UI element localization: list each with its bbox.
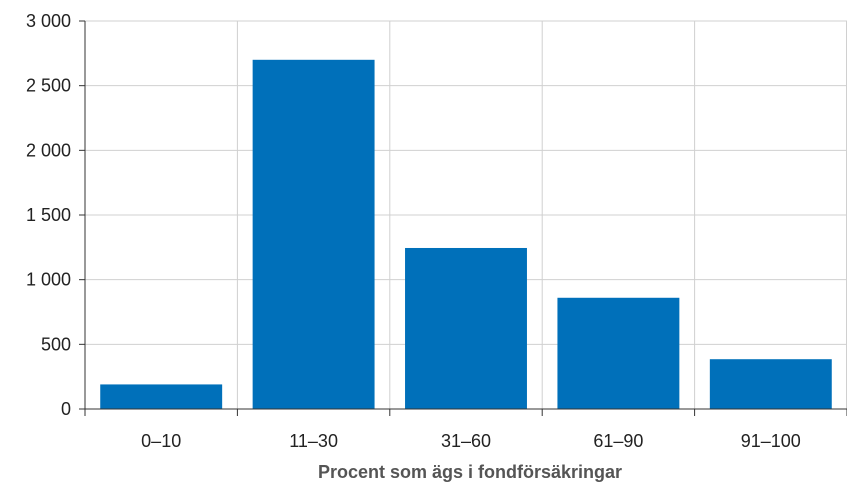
x-tick-labels: 0–10 11–30 31–60 61–90 91–100 <box>141 431 801 451</box>
y-tick-labels: 0 500 1 000 1 500 2 000 2 500 3 000 <box>26 11 71 419</box>
x-tick-label: 61–90 <box>593 431 643 451</box>
bars <box>100 59 832 410</box>
bar <box>405 247 527 409</box>
bar <box>100 384 223 409</box>
x-tick-label: 0–10 <box>141 431 181 451</box>
bar <box>709 359 832 409</box>
y-tick-label: 500 <box>41 334 71 354</box>
bar <box>557 297 680 409</box>
y-tick-label: 1 500 <box>26 205 71 225</box>
y-tick-label: 3 000 <box>26 11 71 31</box>
axes <box>79 20 847 416</box>
y-tick-label: 2 500 <box>26 76 71 96</box>
x-tick-label: 31–60 <box>441 431 491 451</box>
bar <box>252 59 375 410</box>
y-tick-label: 1 000 <box>26 270 71 290</box>
y-tick-label: 2 000 <box>26 140 71 160</box>
x-tick-label: 91–100 <box>741 431 801 451</box>
x-axis-title: Procent som ägs i fondförsäkringar <box>318 462 622 482</box>
x-tick-label: 11–30 <box>289 431 338 451</box>
y-tick-label: 0 <box>61 399 71 419</box>
